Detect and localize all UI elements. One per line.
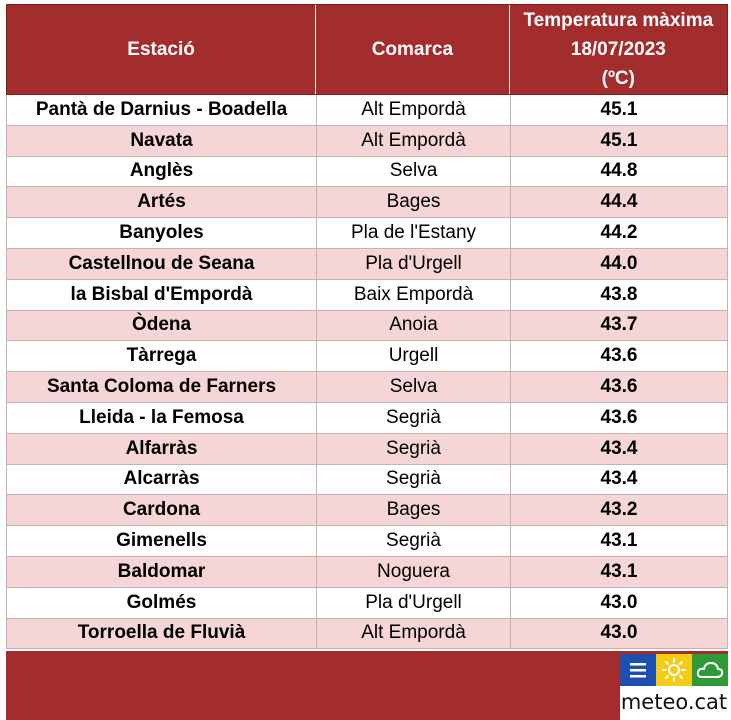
comarca-cell: Segrià (317, 464, 511, 495)
station-cell: Lleida - la Femosa (7, 402, 317, 433)
table-row: la Bisbal d'Empordà Baix Empordà 43.8 (6, 279, 728, 311)
comarca-cell: Alt Empordà (317, 125, 511, 156)
temperature-cell: 43.6 (600, 376, 638, 398)
meteocat-logo: meteo.cat (620, 654, 728, 720)
table-row: Òdena Anoia 43.7 (6, 310, 728, 342)
station-cell: Anglès (7, 156, 317, 187)
table-footer-band (6, 651, 728, 720)
comarca-cell: Segrià (317, 526, 511, 556)
temperature-cell: 43.4 (600, 437, 638, 459)
table-row: Baldomar Noguera 43.1 (6, 556, 728, 588)
station-cell: Òdena (7, 310, 317, 341)
temperature-cell: 43.7 (600, 314, 638, 336)
temperature-cell: 43.1 (600, 530, 638, 552)
comarca-cell: Selva (317, 156, 511, 187)
comarca-cell: Alt Empordà (317, 95, 511, 125)
comarca-cell: Anoia (317, 310, 511, 341)
header-station: Estació (7, 5, 317, 94)
table-row: Navata Alt Empordà 45.1 (6, 125, 728, 157)
header-temperature-unit: (ºC) (601, 68, 635, 89)
temperature-cell: 43.0 (600, 622, 638, 644)
station-cell: Tàrrega (7, 341, 317, 372)
station-cell: Santa Coloma de Farners (7, 372, 317, 402)
header-comarca: Comarca (316, 5, 510, 94)
station-cell: Navata (7, 125, 317, 156)
comarca-cell: Pla d'Urgell (317, 587, 511, 618)
table-row: Cardona Bages 43.2 (6, 495, 728, 527)
table-row: Gimenells Segrià 43.1 (6, 526, 728, 557)
cloud-icon (692, 654, 728, 686)
station-cell: Artés (7, 187, 317, 218)
comarca-cell: Segrià (317, 433, 511, 464)
temperature-cell: 43.0 (600, 591, 638, 613)
table-row: Castellnou de Seana Pla d'Urgell 44.0 (6, 248, 728, 280)
temperature-cell: 43.1 (600, 560, 638, 582)
table-row: Pantà de Darnius - Boadella Alt Empordà 45… (6, 95, 728, 126)
table-row: Lleida - la Femosa Segrià 43.6 (6, 402, 728, 434)
header-temperature-date: 18/07/2023 (570, 39, 666, 60)
header-temperature-line1: Temperatura màxima (523, 10, 714, 31)
station-cell: Golmés (7, 587, 317, 618)
temperature-cell: 44.8 (600, 160, 638, 182)
station-cell: Castellnou de Seana (7, 248, 317, 279)
station-cell: Alcarràs (7, 464, 317, 495)
temperature-cell: 43.6 (600, 345, 638, 367)
table-row: Golmés Pla d'Urgell 43.0 (6, 587, 728, 619)
sun-icon (656, 654, 692, 686)
temperature-cell: 43.6 (600, 406, 638, 428)
station-cell: Gimenells (7, 526, 317, 556)
table-row: Banyoles Pla de l'Estany 44.2 (6, 218, 728, 249)
temperature-cell: 44.4 (600, 191, 638, 213)
comarca-cell: Bages (317, 495, 511, 526)
comarca-cell: Pla d'Urgell (317, 248, 511, 279)
table-row: Anglès Selva 44.8 (6, 156, 728, 188)
station-cell: Banyoles (7, 218, 317, 248)
comarca-cell: Selva (317, 372, 511, 402)
comarca-cell: Segrià (317, 402, 511, 433)
table-row: Artés Bages 44.4 (6, 187, 728, 219)
station-cell: la Bisbal d'Empordà (7, 279, 317, 310)
menu-lines-icon (620, 654, 656, 686)
table-row: Santa Coloma de Farners Selva 43.6 (6, 372, 728, 403)
temperature-cell: 44.2 (600, 222, 638, 244)
comarca-cell: Bages (317, 187, 511, 218)
temperature-cell: 44.0 (600, 252, 638, 274)
temperature-cell: 45.1 (600, 98, 638, 120)
station-cell: Baldomar (7, 556, 317, 587)
temperature-cell: 43.2 (600, 499, 638, 521)
station-cell: Torroella de Fluvià (7, 618, 317, 649)
table-header: Estació Comarca Temperatura màxima 18/07… (6, 4, 728, 95)
logo-tiles (620, 654, 728, 686)
temperature-cell: 45.1 (600, 129, 638, 151)
header-temperature: Temperatura màxima 18/07/2023 (ºC) (510, 5, 727, 94)
table-body: Pantà de Darnius - Boadella Alt Empordà 45… (6, 95, 728, 650)
station-cell: Cardona (7, 495, 317, 526)
temperature-cell: 43.8 (600, 283, 638, 305)
station-cell: Alfarràs (7, 433, 317, 464)
comarca-cell: Noguera (317, 556, 511, 587)
table-row: Tàrrega Urgell 43.6 (6, 341, 728, 373)
table-row: Torroella de Fluvià Alt Empordà 43.0 (6, 618, 728, 650)
temperature-cell: 43.4 (600, 468, 638, 490)
table-row: Alfarràs Segrià 43.4 (6, 433, 728, 465)
comarca-cell: Alt Empordà (317, 618, 511, 649)
logo-wordmark: meteo.cat (620, 690, 728, 714)
comarca-cell: Pla de l'Estany (317, 218, 511, 248)
comarca-cell: Urgell (317, 341, 511, 372)
comarca-cell: Baix Empordà (317, 279, 511, 310)
table-row: Alcarràs Segrià 43.4 (6, 464, 728, 496)
station-cell: Pantà de Darnius - Boadella (7, 95, 317, 125)
